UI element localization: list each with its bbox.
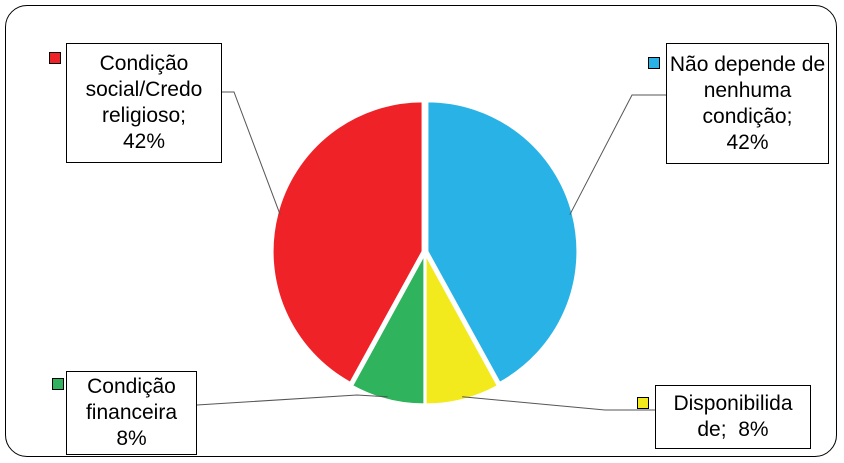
- slice-label-text: Não depende de nenhuma condição;: [669, 52, 826, 128]
- slice-disponibilidade: [424, 253, 500, 406]
- leader-line: [196, 394, 388, 406]
- leader-lines: [196, 91, 666, 411]
- leader-line: [569, 94, 666, 216]
- slice-condicao-social: [271, 100, 424, 385]
- slice-label-text: Condição financeira: [85, 375, 178, 424]
- slice-value-text: 42%: [122, 130, 166, 153]
- slice-label-text: Disponibilida de;: [673, 392, 793, 441]
- slice-condicao-financeira: [350, 253, 426, 406]
- legend-swatch-nao-depende: [648, 57, 660, 69]
- pie-slices: [271, 100, 579, 406]
- slice-value-text: 42%: [726, 130, 769, 154]
- legend-swatch-disponibilidade: [637, 397, 649, 409]
- legend-swatch-condicao-social: [49, 52, 61, 64]
- legend-swatch-condicao-financeira: [52, 378, 64, 390]
- data-label-nao-depende: Não depende de nenhuma condição; 42%: [666, 43, 829, 164]
- data-label-condicao-financeira: Condição financeira 8%: [66, 371, 197, 455]
- slice-value-text: 8%: [738, 418, 769, 441]
- slice-nao-depende: [426, 100, 579, 385]
- data-label-disponibilidade: Disponibilida de; 8%: [655, 385, 811, 449]
- leader-line: [222, 91, 281, 215]
- data-label-condicao-social: Condição social/Credo religioso; 42%: [66, 43, 222, 163]
- slice-label-text: Condição social/Credo religioso;: [85, 52, 203, 127]
- leader-line: [462, 396, 655, 411]
- slice-value-text: 8%: [116, 427, 147, 450]
